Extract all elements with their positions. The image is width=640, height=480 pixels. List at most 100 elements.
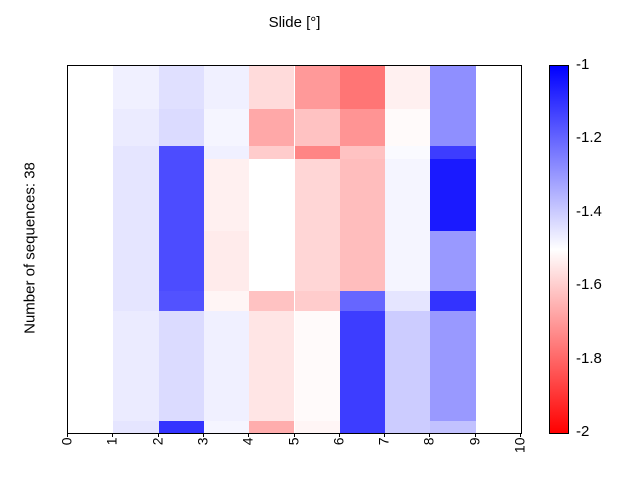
colorbar-tick-label: -1.6 xyxy=(576,276,602,294)
colorbar-tick-labels: -1 -1.2 -1.4 -1.6 -1.8 -2 xyxy=(576,57,636,440)
heatmap-cell xyxy=(68,146,114,159)
heatmap-cell xyxy=(430,421,476,433)
x-tick-label: 2 xyxy=(149,437,166,446)
heatmap-cell xyxy=(113,421,159,433)
heatmap-cell xyxy=(339,291,386,311)
x-tick-mark xyxy=(474,433,476,437)
heatmap-cell xyxy=(68,311,114,421)
x-tick-label: 0 xyxy=(58,437,75,446)
x-tick-label: 4 xyxy=(239,437,256,446)
heatmap-cell xyxy=(249,109,295,146)
x-tick-mark xyxy=(202,433,204,437)
colorbar-tick-label: -1.8 xyxy=(576,349,602,367)
heatmap-cell xyxy=(475,231,521,291)
heatmap-cell xyxy=(294,109,340,146)
heatmap-cell xyxy=(430,311,476,421)
heatmap-cell xyxy=(203,146,250,159)
heatmap-cell xyxy=(158,146,204,159)
heatmap-cell xyxy=(68,421,114,433)
heatmap-cell xyxy=(158,421,204,433)
heatmap-cell xyxy=(294,231,340,291)
heatmap-cell xyxy=(113,159,159,231)
heatmap-cell xyxy=(68,231,114,291)
x-tick-mark xyxy=(338,433,340,437)
heatmap-plot xyxy=(67,65,522,434)
heatmap-cell xyxy=(249,159,295,231)
heatmap-cell xyxy=(249,146,295,159)
heatmap-cell xyxy=(385,109,431,146)
heatmap-cell xyxy=(113,291,159,311)
heatmap-cell xyxy=(249,421,295,433)
heatmap-cell xyxy=(158,66,204,109)
heatmap-cell xyxy=(385,311,431,421)
colorbar-tick-label: -1 xyxy=(576,56,590,73)
heatmap-cell xyxy=(385,291,431,311)
heatmap-cell xyxy=(113,146,159,159)
heatmap-cell xyxy=(203,311,250,421)
heatmap-cell xyxy=(475,109,521,146)
heatmap-cell xyxy=(430,109,476,146)
x-tick-mark xyxy=(112,433,114,437)
x-tick-mark xyxy=(520,433,521,437)
heatmap-cell xyxy=(203,66,250,109)
heatmap-cell xyxy=(158,231,204,291)
x-tick-mark xyxy=(157,433,159,437)
heatmap-cell xyxy=(385,421,431,433)
heatmap-cell xyxy=(113,231,159,291)
heatmap-cell xyxy=(203,109,250,146)
heatmap-cell xyxy=(158,311,204,421)
heatmap-cell xyxy=(158,159,204,231)
colorbar xyxy=(549,65,569,434)
heatmap-cell xyxy=(339,109,386,146)
heatmap-cell xyxy=(294,311,340,421)
y-axis-label: Number of sequences: 38 xyxy=(21,162,39,334)
heatmap-cell xyxy=(294,291,340,311)
heatmap-cell xyxy=(294,159,340,231)
heatmap-cell xyxy=(249,231,295,291)
x-tick-label: 10 xyxy=(511,437,528,454)
heatmap-cell xyxy=(203,291,250,311)
heatmap-cell xyxy=(203,421,250,433)
heatmap-cell xyxy=(113,66,159,109)
heatmap-cell xyxy=(68,109,114,146)
x-tick-label: 3 xyxy=(194,437,211,446)
heatmap-cell xyxy=(249,311,295,421)
colorbar-tick-label: -1.4 xyxy=(576,202,602,220)
heatmap-cell xyxy=(339,159,386,231)
heatmap-cell xyxy=(339,421,386,433)
heatmap-cell xyxy=(430,291,476,311)
chart-title: Slide [°] xyxy=(268,14,321,31)
heatmap-grid xyxy=(68,66,521,433)
heatmap-cell xyxy=(113,311,159,421)
heatmap-cell xyxy=(339,311,386,421)
heatmap-cell xyxy=(294,66,340,109)
colorbar-gradient xyxy=(550,66,568,433)
heatmap-cell xyxy=(203,231,250,291)
heatmap-cell xyxy=(339,231,386,291)
heatmap-cell xyxy=(430,231,476,291)
heatmap-cell xyxy=(68,66,114,109)
heatmap-cell xyxy=(339,66,386,109)
heatmap-cell xyxy=(385,159,431,231)
heatmap-cell xyxy=(385,146,431,159)
heatmap-cell xyxy=(113,109,159,146)
x-tick-label: 5 xyxy=(285,437,301,446)
heatmap-cell xyxy=(339,146,386,159)
x-tick-label: 1 xyxy=(103,437,120,446)
heatmap-cell xyxy=(249,66,295,109)
colorbar-tick-label: -2 xyxy=(576,423,590,440)
heatmap-cell xyxy=(294,146,340,159)
heatmap-cell xyxy=(249,291,295,311)
heatmap-cell xyxy=(430,146,476,159)
heatmap-cell xyxy=(385,231,431,291)
x-tick-label: 8 xyxy=(420,437,437,446)
heatmap-cell xyxy=(475,421,521,433)
x-axis: 0 1 2 3 4 5 6 7 8 9 10 xyxy=(59,433,528,475)
colorbar-tick-label: -1.2 xyxy=(576,129,602,147)
heatmap-cell xyxy=(158,109,204,146)
heatmap-cell xyxy=(475,146,521,159)
heatmap-cell xyxy=(68,291,114,311)
heatmap-cell xyxy=(68,159,114,231)
x-tick-mark xyxy=(384,433,386,437)
